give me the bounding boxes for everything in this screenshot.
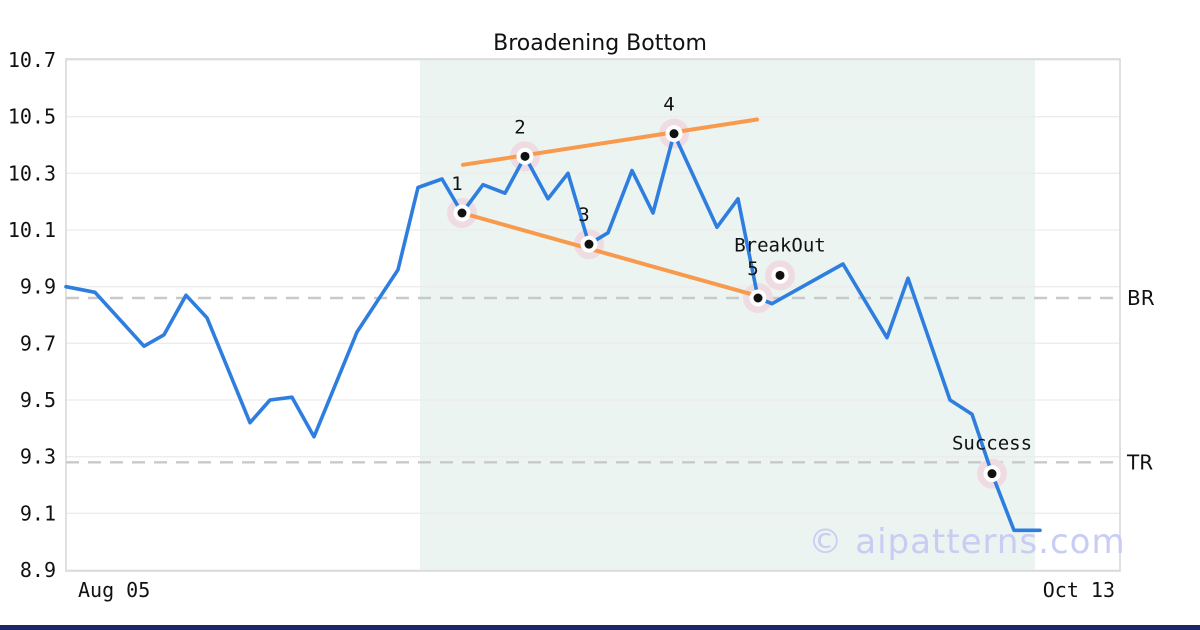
y-tick-label: 10.7 bbox=[8, 48, 56, 72]
watermark: © aipatterns.com bbox=[808, 522, 1125, 562]
marker-dot-2 bbox=[520, 151, 530, 161]
y-tick-label: 9.3 bbox=[20, 445, 56, 469]
x-axis-label-end: Oct 13 bbox=[1043, 578, 1115, 602]
annotation-breakout: BreakOut bbox=[734, 234, 826, 256]
upper-broadening-line bbox=[461, 117, 759, 167]
y-tick-label: 9.9 bbox=[20, 275, 56, 299]
y-tick-label: 8.9 bbox=[20, 558, 56, 582]
annotation-success: Success bbox=[952, 433, 1032, 455]
pattern-shade-region bbox=[420, 60, 1035, 570]
lower-broadening-line bbox=[460, 211, 757, 298]
plot-border bbox=[65, 58, 1121, 572]
marker-dot-3 bbox=[584, 239, 594, 249]
point-label-1: 1 bbox=[451, 173, 462, 195]
marker-dot-5 bbox=[753, 293, 763, 303]
marker-dot-4 bbox=[669, 129, 679, 139]
x-axis-label-start: Aug 05 bbox=[78, 578, 150, 602]
y-tick-label: 10.3 bbox=[8, 161, 56, 185]
marker-dot-success bbox=[987, 469, 997, 479]
y-tick-label: 9.7 bbox=[20, 331, 56, 355]
marker-dot-1 bbox=[457, 208, 467, 218]
hline-label-br: BR bbox=[1127, 286, 1155, 310]
point-label-2: 2 bbox=[514, 116, 525, 138]
chart-title: Broadening Bottom bbox=[493, 31, 707, 56]
y-tick-label: 9.5 bbox=[20, 388, 56, 412]
hline-labels: BR TR bbox=[1126, 286, 1155, 474]
bottom-accent-bar bbox=[0, 625, 1200, 630]
price-line bbox=[64, 131, 1042, 533]
point-label-4: 4 bbox=[663, 94, 674, 116]
y-axis-tick-labels: 10.7 10.5 10.3 10.1 9.9 9.7 9.5 9.3 9.1 8.9 bbox=[8, 48, 56, 582]
point-label-5: 5 bbox=[747, 258, 758, 280]
marker-dots bbox=[453, 125, 1001, 483]
point-label-3: 3 bbox=[578, 204, 589, 226]
marker-dot-breakout bbox=[775, 270, 785, 280]
y-tick-label: 9.1 bbox=[20, 501, 56, 525]
trendlines bbox=[460, 117, 759, 298]
y-tick-label: 10.5 bbox=[8, 105, 56, 129]
y-tick-label: 10.1 bbox=[8, 218, 56, 242]
hline-label-tr: TR bbox=[1126, 450, 1153, 474]
